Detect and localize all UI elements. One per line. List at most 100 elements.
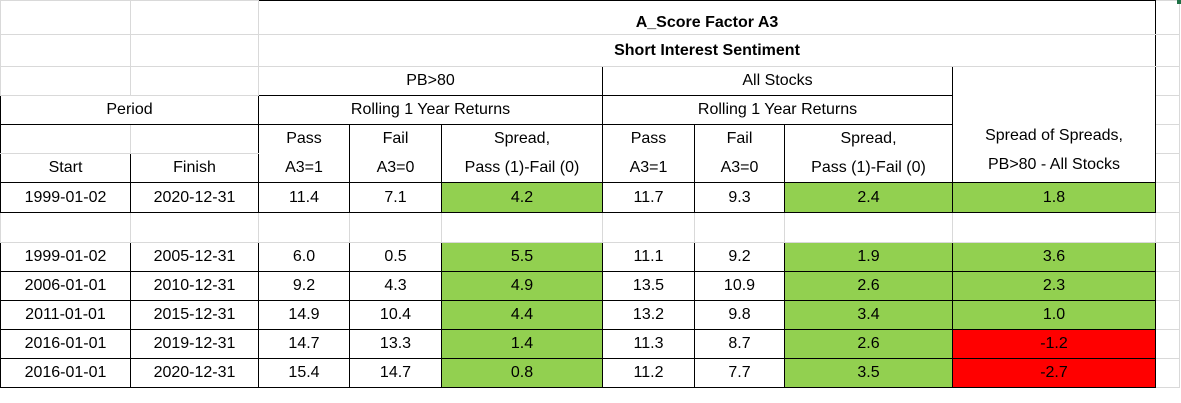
pb-fail-cell[interactable]: 10.4 (349, 300, 442, 330)
cell[interactable] (130, 34, 259, 67)
group-pb-header[interactable]: PB>80 (258, 66, 603, 96)
rolling-header-all[interactable]: Rolling 1 Year Returns (602, 95, 953, 125)
cell[interactable] (0, 212, 131, 243)
pb-spread-cell[interactable]: 0.8 (441, 358, 603, 388)
finish-cell[interactable]: 2015-12-31 (130, 300, 259, 330)
finish-cell[interactable]: 2010-12-31 (130, 271, 259, 301)
title-line1[interactable]: A_Score Factor A3 (258, 0, 1156, 35)
finish-cell[interactable]: 2005-12-31 (130, 242, 259, 272)
cell[interactable] (1155, 358, 1180, 388)
cell[interactable] (0, 124, 131, 154)
cell[interactable] (441, 212, 603, 243)
fail-subheader-pb[interactable]: A3=0 (349, 153, 442, 183)
sos-cell[interactable]: 2.3 (952, 271, 1156, 301)
finish-cell[interactable]: 2020-12-31 (130, 182, 259, 213)
cell[interactable] (1155, 95, 1180, 125)
all-fail-cell[interactable]: 8.7 (694, 329, 785, 359)
cell[interactable] (694, 212, 785, 243)
pass-header-all[interactable]: Pass (602, 124, 695, 154)
start-header[interactable]: Start (0, 153, 131, 183)
sos-cell[interactable]: 1.0 (952, 300, 1156, 330)
pb-spread-cell[interactable]: 4.9 (441, 271, 603, 301)
rolling-header-pb[interactable]: Rolling 1 Year Returns (258, 95, 603, 125)
pb-pass-cell[interactable]: 15.4 (258, 358, 350, 388)
cell[interactable] (1155, 0, 1180, 35)
cell[interactable] (258, 212, 350, 243)
pass-header-pb[interactable]: Pass (258, 124, 350, 154)
period-header[interactable]: Period (0, 95, 259, 125)
pb-pass-cell[interactable]: 14.9 (258, 300, 350, 330)
cell[interactable] (602, 212, 695, 243)
cell[interactable] (130, 0, 259, 35)
fail-subheader-all[interactable]: A3=0 (694, 153, 785, 183)
cell[interactable] (952, 212, 1156, 243)
all-spread-cell[interactable]: 2.6 (784, 271, 953, 301)
cell[interactable] (1155, 300, 1180, 330)
spread-subheader-all[interactable]: Pass (1)-Fail (0) (784, 153, 953, 183)
all-spread-cell[interactable]: 2.4 (784, 182, 953, 213)
all-pass-cell[interactable]: 11.7 (602, 182, 695, 213)
pb-fail-cell[interactable]: 0.5 (349, 242, 442, 272)
cell[interactable] (1155, 329, 1180, 359)
pb-spread-cell[interactable]: 5.5 (441, 242, 603, 272)
pb-spread-cell[interactable]: 4.2 (441, 182, 603, 213)
pb-fail-cell[interactable]: 4.3 (349, 271, 442, 301)
cell[interactable] (1155, 34, 1180, 67)
all-spread-cell[interactable]: 1.9 (784, 242, 953, 272)
all-pass-cell[interactable]: 11.2 (602, 358, 695, 388)
all-fail-cell[interactable]: 7.7 (694, 358, 785, 388)
cell[interactable] (1155, 66, 1180, 96)
pb-spread-cell[interactable]: 4.4 (441, 300, 603, 330)
spread-header-all[interactable]: Spread, (784, 124, 953, 154)
fail-header-pb[interactable]: Fail (349, 124, 442, 154)
all-fail-cell[interactable]: 10.9 (694, 271, 785, 301)
pb-pass-cell[interactable]: 6.0 (258, 242, 350, 272)
finish-cell[interactable]: 2020-12-31 (130, 358, 259, 388)
spread-subheader-pb[interactable]: Pass (1)-Fail (0) (441, 153, 603, 183)
cell[interactable] (130, 124, 259, 154)
all-spread-cell[interactable]: 2.6 (784, 329, 953, 359)
start-cell[interactable]: 2016-01-01 (0, 358, 131, 388)
cell[interactable] (784, 212, 953, 243)
all-fail-cell[interactable]: 9.2 (694, 242, 785, 272)
sos-header-cell[interactable]: Spread of Spreads, PB>80 - All Stocks (952, 66, 1156, 183)
start-cell[interactable]: 1999-01-02 (0, 182, 131, 213)
spread-header-pb[interactable]: Spread, (441, 124, 603, 154)
sos-cell[interactable]: -1.2 (952, 329, 1156, 359)
cell[interactable] (0, 66, 131, 96)
cell[interactable] (0, 34, 131, 67)
pb-fail-cell[interactable]: 7.1 (349, 182, 442, 213)
all-fail-cell[interactable]: 9.8 (694, 300, 785, 330)
cell[interactable] (1155, 182, 1180, 213)
cell[interactable] (0, 0, 131, 35)
all-spread-cell[interactable]: 3.4 (784, 300, 953, 330)
cell[interactable] (1155, 242, 1180, 272)
start-cell[interactable]: 2006-01-01 (0, 271, 131, 301)
pb-pass-cell[interactable]: 11.4 (258, 182, 350, 213)
group-all-header[interactable]: All Stocks (602, 66, 953, 96)
pb-fail-cell[interactable]: 14.7 (349, 358, 442, 388)
fail-header-all[interactable]: Fail (694, 124, 785, 154)
pb-pass-cell[interactable]: 9.2 (258, 271, 350, 301)
pass-subheader-pb[interactable]: A3=1 (258, 153, 350, 183)
cell[interactable] (130, 66, 259, 96)
finish-header[interactable]: Finish (130, 153, 259, 183)
finish-cell[interactable]: 2019-12-31 (130, 329, 259, 359)
sos-cell[interactable]: 3.6 (952, 242, 1156, 272)
all-pass-cell[interactable]: 13.5 (602, 271, 695, 301)
sos-cell[interactable]: -2.7 (952, 358, 1156, 388)
pb-spread-cell[interactable]: 1.4 (441, 329, 603, 359)
title-line2[interactable]: Short Interest Sentiment (258, 34, 1156, 67)
cell[interactable] (349, 212, 442, 243)
cell[interactable] (1155, 153, 1180, 183)
cell[interactable] (1155, 124, 1180, 154)
start-cell[interactable]: 2011-01-01 (0, 300, 131, 330)
cell[interactable] (1155, 212, 1180, 243)
cell[interactable] (1155, 271, 1180, 301)
pb-fail-cell[interactable]: 13.3 (349, 329, 442, 359)
all-pass-cell[interactable]: 11.1 (602, 242, 695, 272)
cell[interactable] (130, 212, 259, 243)
start-cell[interactable]: 2016-01-01 (0, 329, 131, 359)
all-pass-cell[interactable]: 11.3 (602, 329, 695, 359)
all-pass-cell[interactable]: 13.2 (602, 300, 695, 330)
